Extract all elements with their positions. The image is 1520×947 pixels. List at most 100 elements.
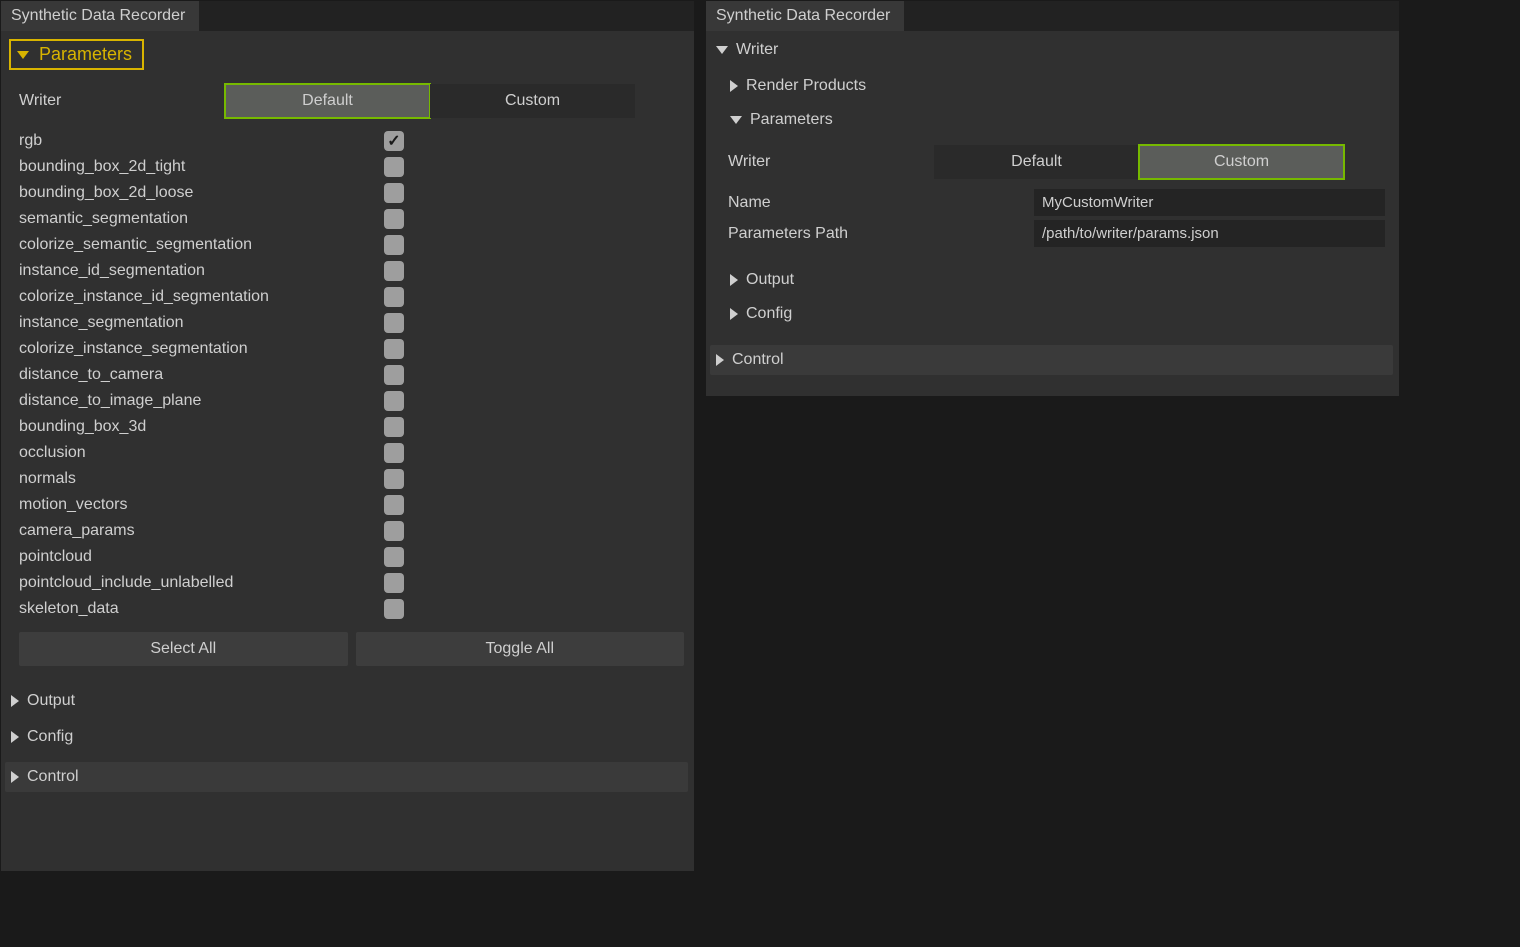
- checkbox-label: colorize_instance_id_segmentation: [19, 288, 269, 306]
- toggle-all-button[interactable]: Toggle All: [356, 632, 685, 666]
- output-section-header[interactable]: Output: [724, 265, 1389, 295]
- writer-custom-button[interactable]: Custom: [430, 84, 635, 118]
- writer-label: Writer: [19, 92, 219, 110]
- checkbox-pointcloud[interactable]: [384, 547, 404, 567]
- writer-custom-button[interactable]: Custom: [1139, 145, 1344, 179]
- params-path-input[interactable]: [1034, 220, 1385, 247]
- checkbox-semantic_segmentation[interactable]: [384, 209, 404, 229]
- panel-body: Writer Render Products Parameters Writer…: [706, 31, 1399, 396]
- checkbox-row-colorize_instance_id_segmentation: colorize_instance_id_segmentation: [19, 284, 684, 310]
- writer-row: Writer Default Custom: [728, 145, 1385, 179]
- checkbox-colorize_semantic_segmentation[interactable]: [384, 235, 404, 255]
- checkbox-skeleton_data[interactable]: [384, 599, 404, 619]
- chevron-right-icon: [730, 274, 738, 286]
- checkbox-label: colorize_semantic_segmentation: [19, 236, 252, 254]
- checkbox-row-distance_to_image_plane: distance_to_image_plane: [19, 388, 684, 414]
- writer-content: Render Products Parameters Writer Defaul…: [710, 69, 1393, 339]
- params-path-field-row: Parameters Path: [728, 220, 1385, 247]
- checkbox-camera_params[interactable]: [384, 521, 404, 541]
- checkbox-rgb[interactable]: [384, 131, 404, 151]
- render-products-section-header[interactable]: Render Products: [724, 71, 1389, 101]
- checkbox-label: instance_id_segmentation: [19, 262, 205, 280]
- checkbox-normals[interactable]: [384, 469, 404, 489]
- checkbox-label: normals: [19, 470, 76, 488]
- writer-default-button[interactable]: Default: [934, 145, 1139, 179]
- checkbox-label: bounding_box_2d_tight: [19, 158, 185, 176]
- checkbox-row-distance_to_camera: distance_to_camera: [19, 362, 684, 388]
- control-label: Control: [732, 351, 784, 369]
- checkbox-occlusion[interactable]: [384, 443, 404, 463]
- checkbox-bounding_box_2d_tight[interactable]: [384, 157, 404, 177]
- tab-bar: Synthetic Data Recorder: [1, 1, 694, 31]
- checkbox-colorize_instance_segmentation[interactable]: [384, 339, 404, 359]
- checkbox-instance_id_segmentation[interactable]: [384, 261, 404, 281]
- checkbox-distance_to_camera[interactable]: [384, 365, 404, 385]
- output-section-header[interactable]: Output: [5, 686, 688, 716]
- checkbox-row-semantic_segmentation: semantic_segmentation: [19, 206, 684, 232]
- config-label: Config: [746, 305, 792, 323]
- writer-default-button[interactable]: Default: [225, 84, 430, 118]
- output-label: Output: [746, 271, 794, 289]
- checkbox-row-pointcloud: pointcloud: [19, 544, 684, 570]
- select-all-button[interactable]: Select All: [19, 632, 348, 666]
- checkbox-label: bounding_box_2d_loose: [19, 184, 193, 202]
- tab-synthetic-data-recorder[interactable]: Synthetic Data Recorder: [706, 1, 905, 31]
- checkbox-colorize_instance_id_segmentation[interactable]: [384, 287, 404, 307]
- checkbox-label: distance_to_camera: [19, 366, 163, 384]
- tab-label: Synthetic Data Recorder: [716, 7, 890, 25]
- checkbox-row-occlusion: occlusion: [19, 440, 684, 466]
- writer-section-header[interactable]: Writer: [710, 35, 1393, 65]
- checkbox-row-bounding_box_2d_loose: bounding_box_2d_loose: [19, 180, 684, 206]
- writer-row: Writer Default Custom: [19, 84, 684, 118]
- checkbox-label: colorize_instance_segmentation: [19, 340, 248, 358]
- checkbox-motion_vectors[interactable]: [384, 495, 404, 515]
- output-label: Output: [27, 692, 75, 710]
- tab-synthetic-data-recorder[interactable]: Synthetic Data Recorder: [1, 1, 200, 31]
- control-section-header[interactable]: Control: [710, 345, 1393, 375]
- tab-bar: Synthetic Data Recorder: [706, 1, 1399, 31]
- chevron-down-icon: [716, 46, 728, 54]
- checkbox-label: bounding_box_3d: [19, 418, 146, 436]
- checkbox-row-normals: normals: [19, 466, 684, 492]
- chevron-right-icon: [730, 308, 738, 320]
- parameters-section-header[interactable]: Parameters: [724, 105, 1389, 135]
- checkbox-distance_to_image_plane[interactable]: [384, 391, 404, 411]
- chevron-down-icon: [730, 116, 742, 124]
- checkbox-list: rgb bounding_box_2d_tight bounding_box_2d_…: [19, 128, 684, 622]
- checkbox-pointcloud_include_unlabelled[interactable]: [384, 573, 404, 593]
- chevron-right-icon: [11, 731, 19, 743]
- parameters-content: Writer Default Custom rgb bounding_box_2d…: [5, 78, 688, 672]
- checkbox-row-bounding_box_2d_tight: bounding_box_2d_tight: [19, 154, 684, 180]
- writer-toggle-group: Default Custom: [225, 84, 635, 118]
- checkbox-instance_segmentation[interactable]: [384, 313, 404, 333]
- checkbox-label: semantic_segmentation: [19, 210, 188, 228]
- writer-label: Writer: [728, 153, 928, 171]
- checkbox-row-colorize_instance_segmentation: colorize_instance_segmentation: [19, 336, 684, 362]
- name-field-row: Name: [728, 189, 1385, 216]
- checkbox-label: instance_segmentation: [19, 314, 184, 332]
- checkbox-row-bounding_box_3d: bounding_box_3d: [19, 414, 684, 440]
- checkbox-bounding_box_3d[interactable]: [384, 417, 404, 437]
- parameters-section-header[interactable]: Parameters: [9, 39, 144, 70]
- checkbox-row-instance_id_segmentation: instance_id_segmentation: [19, 258, 684, 284]
- tab-label: Synthetic Data Recorder: [11, 7, 185, 25]
- checkbox-label: rgb: [19, 132, 42, 150]
- config-section-header[interactable]: Config: [5, 722, 688, 752]
- panel-body: Parameters Writer Default Custom rgb boun…: [1, 31, 694, 871]
- checkbox-label: pointcloud: [19, 548, 92, 566]
- chevron-down-icon: [17, 51, 29, 59]
- chevron-right-icon: [11, 695, 19, 707]
- name-input[interactable]: [1034, 189, 1385, 216]
- checkbox-row-rgb: rgb: [19, 128, 684, 154]
- parameters-label: Parameters: [750, 111, 833, 129]
- checkbox-row-colorize_semantic_segmentation: colorize_semantic_segmentation: [19, 232, 684, 258]
- params-path-label: Parameters Path: [728, 225, 1028, 243]
- checkbox-label: distance_to_image_plane: [19, 392, 201, 410]
- checkbox-label: camera_params: [19, 522, 135, 540]
- checkbox-bounding_box_2d_loose[interactable]: [384, 183, 404, 203]
- checkbox-label: skeleton_data: [19, 600, 119, 618]
- config-section-header[interactable]: Config: [724, 299, 1389, 329]
- writer-toggle-group: Default Custom: [934, 145, 1344, 179]
- checkbox-label: motion_vectors: [19, 496, 128, 514]
- control-section-header[interactable]: Control: [5, 762, 688, 792]
